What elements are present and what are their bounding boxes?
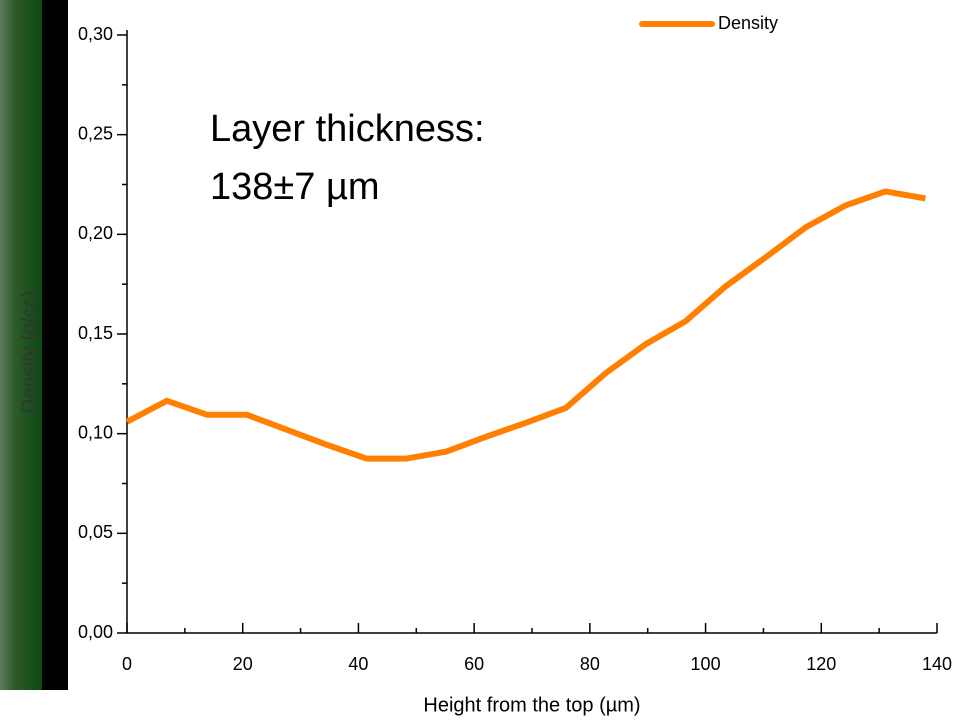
y-axis-label: Density (g/cc): [18, 291, 40, 413]
side-bar: [42, 0, 68, 690]
x-tick-label: 140: [922, 654, 952, 674]
annotation: 138±7 µm: [210, 166, 380, 208]
y-tick-label: 0,10: [78, 422, 113, 442]
x-tick-label: 80: [580, 654, 600, 674]
annotation: Layer thickness:: [210, 108, 485, 150]
side-image: [0, 0, 42, 690]
x-tick-label: 40: [348, 654, 368, 674]
x-tick-label: 60: [464, 654, 484, 674]
x-tick-label: 20: [233, 654, 253, 674]
x-axis-label: Height from the top (µm): [423, 694, 640, 716]
y-tick-label: 0,00: [78, 622, 113, 642]
y-tick-label: 0,25: [78, 123, 113, 143]
y-tick-label: 0,05: [78, 522, 113, 542]
legend-label: Density: [718, 13, 778, 33]
x-tick-label: 0: [122, 654, 132, 674]
y-tick-label: 0,15: [78, 323, 113, 343]
data-line: [125, 188, 926, 462]
x-tick-label: 100: [691, 654, 721, 674]
y-tick-label: 0,30: [78, 24, 113, 44]
y-tick-label: 0,20: [78, 223, 113, 243]
x-tick-label: 120: [806, 654, 836, 674]
